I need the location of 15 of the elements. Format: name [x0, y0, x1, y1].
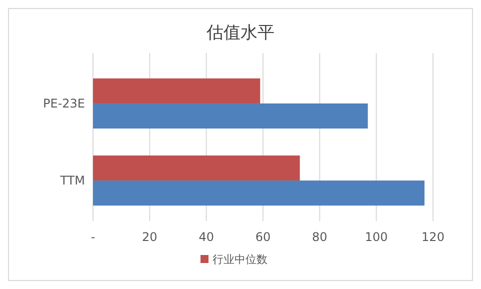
bar	[93, 78, 260, 104]
x-tick-label: 60	[255, 230, 271, 244]
bar	[93, 155, 300, 181]
legend-label: 行业中位数	[212, 253, 268, 266]
chart-title: 估值水平	[206, 23, 274, 43]
x-tick-label: 100	[364, 230, 388, 244]
y-tick-label: PE-23E	[43, 96, 85, 111]
y-tick-label: TTM	[59, 174, 85, 188]
x-tick-label: -	[90, 230, 96, 244]
x-tick-label: 20	[142, 230, 158, 244]
bar	[93, 180, 424, 206]
x-tick-label: 80	[312, 230, 328, 244]
bar	[93, 103, 368, 129]
x-tick-label: 40	[198, 230, 214, 244]
x-tick-label: 120	[422, 230, 444, 244]
